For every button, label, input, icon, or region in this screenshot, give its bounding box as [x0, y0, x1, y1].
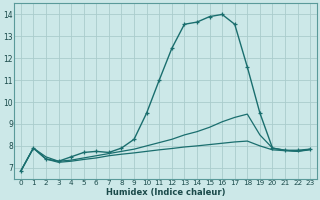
X-axis label: Humidex (Indice chaleur): Humidex (Indice chaleur): [106, 188, 225, 197]
